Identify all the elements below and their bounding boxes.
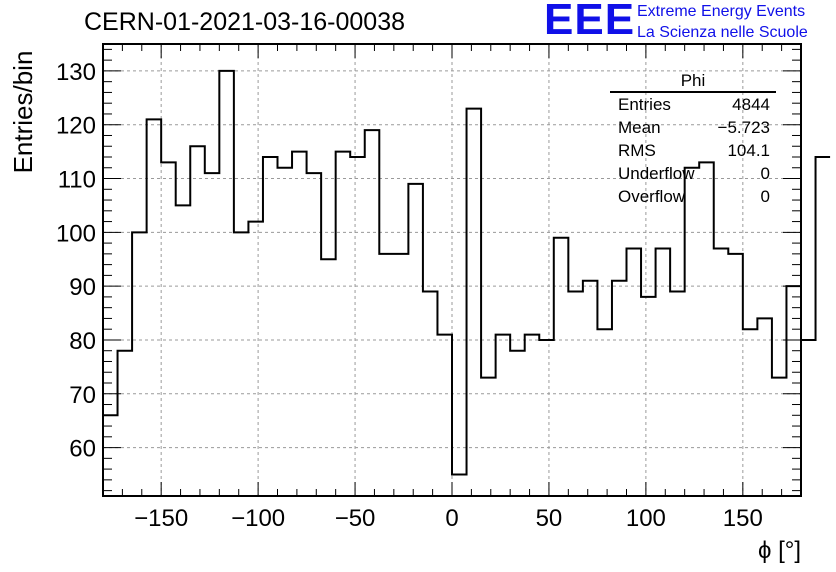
stats-row-overflow: Overflow 0 — [610, 185, 776, 208]
x-tick-label: −150 — [134, 505, 188, 532]
histogram-bin — [670, 292, 685, 496]
histogram-bin — [176, 205, 191, 496]
y-tick-label: 130 — [56, 59, 96, 86]
histogram-bin — [147, 119, 162, 496]
histogram-bin — [772, 378, 787, 496]
histogram-bin — [627, 248, 642, 496]
histogram-bin — [336, 152, 351, 496]
histogram-bin — [118, 351, 133, 496]
y-tick-label: 80 — [69, 328, 96, 355]
histogram-bin — [190, 146, 205, 496]
stats-row-entries: Entries 4844 — [610, 93, 776, 116]
histogram-bin — [437, 335, 452, 496]
histogram-outline — [103, 69, 831, 476]
histogram-bin — [554, 238, 569, 496]
stats-label: Entries — [618, 95, 671, 114]
histogram-bin — [525, 335, 540, 496]
histogram-bin — [481, 378, 496, 496]
axis-ticks — [103, 44, 801, 496]
stats-row-rms: RMS 104.1 — [610, 139, 776, 162]
x-tick-labels: −150 −100 −50 0 50 100 150 — [134, 505, 763, 532]
stats-title: Phi — [610, 70, 776, 93]
stats-value: 104.1 — [727, 141, 770, 160]
y-tick-label: 90 — [69, 274, 96, 301]
histogram-bin — [641, 297, 656, 496]
y-tick-label: 100 — [56, 220, 96, 247]
histogram-bin — [321, 259, 336, 496]
x-tick-label: −50 — [335, 505, 376, 532]
histogram-bin — [292, 152, 307, 496]
histogram-bin — [728, 254, 743, 496]
histogram-bin — [103, 415, 118, 496]
histogram-bins — [103, 69, 831, 496]
histogram-bin — [365, 130, 380, 496]
histogram-bin — [816, 157, 831, 496]
histogram-bin — [161, 162, 176, 496]
histogram-bin — [467, 109, 482, 496]
histogram-bin — [394, 254, 409, 496]
histogram-bin — [583, 281, 598, 496]
histogram-bin — [132, 232, 147, 496]
histogram-bin — [510, 351, 525, 496]
histogram-bin — [219, 71, 234, 496]
histogram-bin — [656, 248, 671, 496]
stats-value: −5.723 — [717, 118, 770, 137]
y-tick-label: 110 — [58, 167, 96, 194]
histogram-bin — [263, 157, 278, 496]
stats-value: 0 — [760, 164, 770, 183]
x-tick-label: −100 — [231, 505, 285, 532]
histogram-bin — [757, 318, 772, 496]
histogram-bin — [539, 340, 554, 496]
x-axis-label: ϕ [°] — [758, 537, 801, 564]
histogram-bin — [496, 335, 511, 496]
eee-logo: EEE — [544, 0, 636, 44]
stats-value: 0 — [760, 187, 770, 206]
x-tick-label: 150 — [723, 505, 763, 532]
histogram-bin — [597, 329, 612, 496]
stats-box: Phi Entries 4844 Mean −5.723 RMS 104.1 U… — [610, 70, 776, 208]
y-tick-label: 120 — [56, 113, 96, 140]
histogram-bin — [801, 340, 816, 496]
stats-row-mean: Mean −5.723 — [610, 116, 776, 139]
x-tick-label: 100 — [626, 505, 666, 532]
stats-value: 4844 — [732, 95, 770, 114]
y-axis-label: Entries/bin — [8, 51, 38, 174]
y-tick-labels: 60 70 80 90 100 110 120 130 — [56, 59, 96, 463]
y-tick-label: 60 — [69, 436, 96, 463]
histogram-bin — [379, 254, 394, 496]
brand-line-2: La Scienza nelle Scuole — [637, 24, 808, 41]
histogram-bin — [234, 232, 249, 496]
histogram-bin — [568, 292, 583, 496]
stats-label: Overflow — [618, 187, 686, 206]
chart-title: CERN-01-2021-03-16-00038 — [84, 8, 406, 36]
histogram-bin — [786, 286, 801, 496]
histogram-bin — [350, 157, 365, 496]
histogram-bin — [685, 168, 700, 496]
stats-label: Mean — [618, 118, 661, 137]
histogram-bin — [452, 474, 467, 496]
stats-label: Underflow — [618, 164, 695, 183]
histogram-bin — [612, 281, 627, 496]
histogram-bin — [714, 248, 729, 496]
histogram-bin — [278, 168, 293, 496]
histogram-bin — [248, 222, 263, 496]
x-tick-label: 0 — [445, 505, 458, 532]
stats-row-underflow: Underflow 0 — [610, 162, 776, 185]
brand-line-1: Extreme Energy Events — [637, 3, 806, 20]
x-tick-label: 50 — [536, 505, 563, 532]
histogram-bin — [699, 162, 714, 496]
histogram-bin — [743, 329, 758, 496]
y-tick-label: 70 — [69, 382, 96, 409]
stats-label: RMS — [618, 141, 656, 160]
